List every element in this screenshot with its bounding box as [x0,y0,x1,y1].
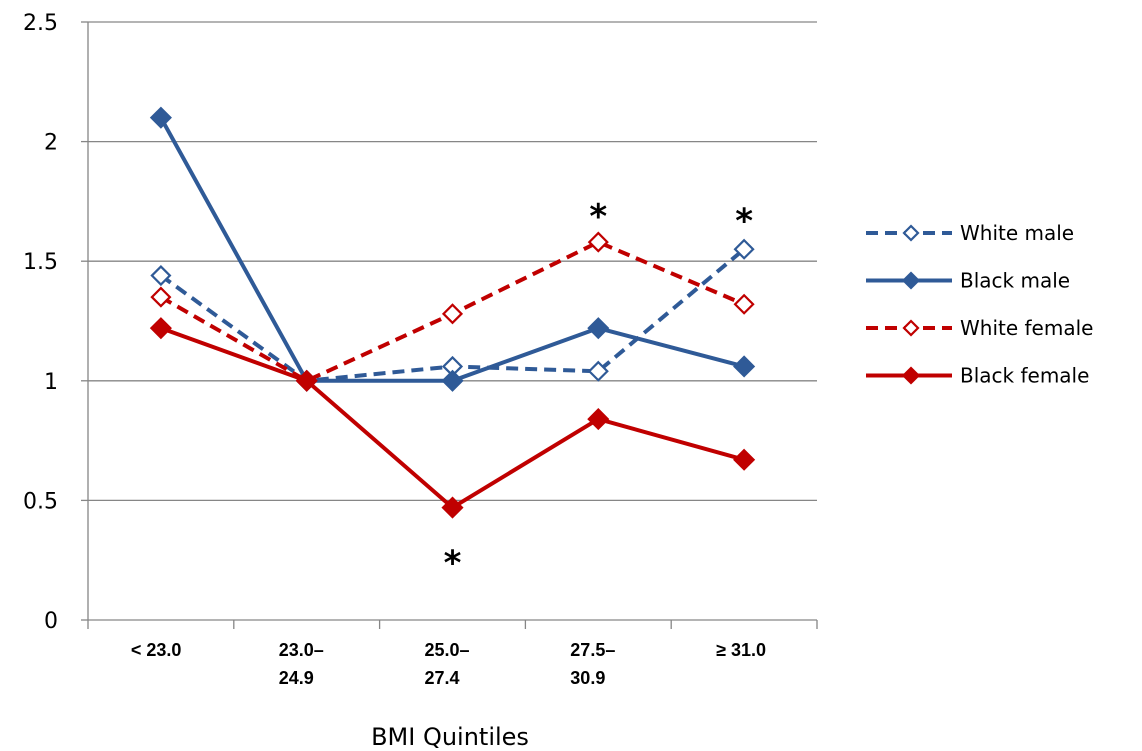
legend-marker [902,224,920,242]
series-black-female [149,317,756,519]
series-line [159,116,745,383]
legend-label: Black male [960,269,1070,293]
x-tick-label: 25.0– 27.4 [425,640,470,688]
legend-entry: White female [866,316,1093,340]
data-point [587,231,609,253]
x-tick-labels: < 23.0 23.0– 24.9 25.0– 27.4 27.5– 30.9 ≥ 31.0 [131,640,766,688]
y-tick-label: 2.5 [23,11,58,36]
legend-entry: White male [866,221,1074,245]
legend-entry: Black female [866,364,1089,388]
x-tick-label: ≥ 31.0 [716,640,766,660]
x-tick-label: < 23.0 [131,640,182,660]
legend-label: Black female [960,364,1089,388]
data-point [733,448,756,471]
data-point [587,317,610,340]
grid-lines [88,21,817,502]
y-tick-labels: 0 0.5 1 1.5 2 2.5 [23,11,58,634]
data-point [733,238,755,260]
significance-asterisk: * [589,197,607,237]
y-tick-label: 1 [44,370,58,395]
data-point [149,317,172,340]
legend-marker [902,319,920,337]
data-point [733,293,755,315]
x-tick-label: 23.0– 24.9 [279,640,324,688]
legend-marker [901,366,921,385]
data-point [733,355,756,378]
data-point [441,369,464,392]
significance-asterisk: * [444,544,462,584]
data-point [295,369,318,392]
data-point [150,286,172,308]
x-tick-label: 27.5– 30.9 [570,640,615,688]
data-point [587,408,610,431]
data-point [587,360,609,382]
data-point [441,496,464,519]
data-point [149,106,172,129]
legend-marker [901,271,921,290]
data-point [441,303,464,325]
annotations: * * * [444,197,754,584]
significance-asterisk: * [735,202,753,242]
axes [81,21,818,629]
legend-label: White male [960,221,1074,245]
data-point [150,264,172,287]
legend-label: White female [960,316,1093,340]
y-tick-label: 2 [44,131,58,156]
x-axis-title: BMI Quintiles [371,723,529,751]
y-tick-label: 0.5 [23,489,58,514]
y-tick-label: 1.5 [23,250,58,275]
legend-entry: Black male [866,269,1070,293]
legend: White male Black male White female Black fe… [866,221,1093,388]
series-black-male [149,106,756,392]
series-group [149,106,756,519]
y-tick-label: 0 [44,609,58,634]
series-line [160,326,745,510]
